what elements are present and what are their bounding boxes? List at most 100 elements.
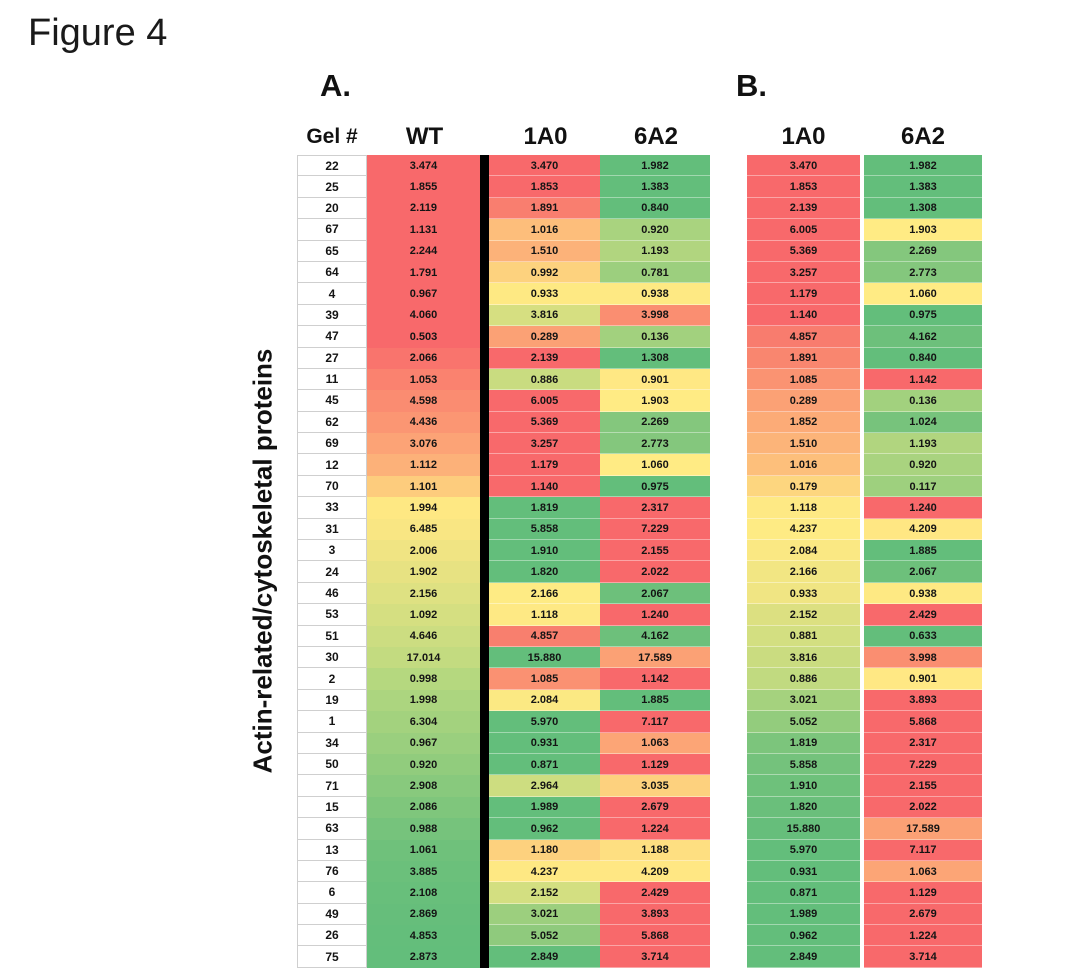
a-6a2-value-cell: 17.589: [600, 646, 710, 669]
b-1a0-value-cell: 1.819: [747, 732, 860, 754]
b-1a0-value-cell: 3.257: [747, 261, 860, 284]
b-1a0-value-cell: 1.820: [747, 796, 860, 819]
gel-number-cell: 2: [297, 668, 367, 690]
b-1a0-value-cell: 1.016: [747, 454, 860, 476]
b-1a0-value-cell: 5.052: [747, 711, 860, 733]
gel-number-cell: 47: [297, 326, 367, 348]
gel-number-cell: 50: [297, 753, 367, 776]
black-divider-cell: [480, 368, 489, 391]
wt-value-cell: 2.108: [367, 882, 480, 904]
a-1a0-value-cell: 1.016: [489, 219, 600, 241]
a-1a0-value-cell: 3.257: [489, 433, 600, 455]
a-6a2-value-cell: 2.317: [600, 497, 710, 519]
b-1a0-value-cell: 1.853: [747, 176, 860, 198]
gel-number-cell: 26: [297, 925, 367, 947]
black-divider-cell: [480, 860, 489, 883]
gel-number-cell: 6: [297, 882, 367, 904]
a-1a0-value-cell: 0.931: [489, 732, 600, 754]
wt-value-cell: 6.485: [367, 518, 480, 541]
b-1a0-value-cell: 2.084: [747, 540, 860, 562]
black-divider-cell: [480, 775, 489, 797]
a-6a2-value-cell: 2.773: [600, 433, 710, 455]
a-6a2-value-cell: 3.035: [600, 775, 710, 797]
b-6a2-value-cell: 1.024: [864, 411, 982, 434]
a-1a0-value-cell: 0.992: [489, 261, 600, 284]
wt-value-cell: 1.902: [367, 561, 480, 583]
a-6a2-value-cell: 2.429: [600, 882, 710, 904]
a-6a2-value-cell: 2.155: [600, 540, 710, 562]
a-6a2-value-cell: 0.975: [600, 475, 710, 498]
gel-number-cell: 27: [297, 347, 367, 369]
wt-value-cell: 1.855: [367, 176, 480, 198]
a-6a2-value-cell: 1.383: [600, 176, 710, 198]
wt-value-cell: 4.646: [367, 625, 480, 647]
b-1a0-value-cell: 1.140: [747, 304, 860, 327]
b-1a0-value-cell: 2.152: [747, 604, 860, 626]
wt-value-cell: 1.092: [367, 604, 480, 626]
wt-value-cell: 1.061: [367, 839, 480, 861]
black-divider-cell: [480, 283, 489, 305]
gel-number-cell: 30: [297, 646, 367, 669]
a-1a0-value-cell: 0.871: [489, 753, 600, 776]
black-divider-cell: [480, 732, 489, 754]
black-divider-cell: [480, 219, 489, 241]
gel-number-cell: 4: [297, 283, 367, 305]
column-header-panel-b-1a0: 1A0: [781, 123, 826, 150]
a-6a2-value-cell: 2.679: [600, 796, 710, 819]
black-divider-cell: [480, 518, 489, 541]
gel-number-cell: 1: [297, 711, 367, 733]
wt-value-cell: 2.006: [367, 540, 480, 562]
a-1a0-value-cell: 1.140: [489, 475, 600, 498]
wt-value-cell: 2.873: [367, 946, 480, 968]
black-divider-cell: [480, 240, 489, 262]
a-6a2-value-cell: 7.229: [600, 518, 710, 541]
a-1a0-value-cell: 1.891: [489, 197, 600, 220]
a-1a0-value-cell: 15.880: [489, 646, 600, 669]
b-1a0-value-cell: 3.470: [747, 155, 860, 177]
wt-value-cell: 4.060: [367, 304, 480, 327]
a-1a0-value-cell: 0.886: [489, 368, 600, 391]
wt-value-cell: 1.053: [367, 368, 480, 391]
column-header-gel: Gel #: [306, 125, 358, 148]
wt-value-cell: 4.853: [367, 925, 480, 947]
a-1a0-value-cell: 1.118: [489, 604, 600, 626]
a-6a2-value-cell: 5.868: [600, 925, 710, 947]
gel-number-cell: 45: [297, 390, 367, 412]
a-1a0-value-cell: 4.237: [489, 860, 600, 883]
a-6a2-value-cell: 2.269: [600, 411, 710, 434]
gel-number-cell: 33: [297, 497, 367, 519]
wt-value-cell: 4.436: [367, 411, 480, 434]
b-6a2-value-cell: 2.317: [864, 732, 982, 754]
b-1a0-value-cell: 5.369: [747, 240, 860, 262]
wt-value-cell: 2.119: [367, 197, 480, 220]
black-divider-cell: [480, 625, 489, 647]
gel-number-cell: 65: [297, 240, 367, 262]
black-divider-cell: [480, 668, 489, 690]
gel-number-cell: 63: [297, 818, 367, 840]
a-6a2-value-cell: 0.781: [600, 261, 710, 284]
black-divider-cell: [480, 197, 489, 220]
gel-number-cell: 12: [297, 454, 367, 476]
black-divider-cell: [480, 646, 489, 669]
b-6a2-value-cell: 3.998: [864, 646, 982, 669]
b-1a0-value-cell: 1.510: [747, 433, 860, 455]
a-1a0-value-cell: 6.005: [489, 390, 600, 412]
wt-value-cell: 3.474: [367, 155, 480, 177]
wt-value-cell: 0.503: [367, 326, 480, 348]
gel-number-cell: 64: [297, 261, 367, 284]
a-6a2-value-cell: 7.117: [600, 711, 710, 733]
a-1a0-value-cell: 1.180: [489, 839, 600, 861]
a-1a0-value-cell: 4.857: [489, 625, 600, 647]
wt-value-cell: 1.101: [367, 475, 480, 498]
black-divider-cell: [480, 903, 489, 926]
black-divider-cell: [480, 347, 489, 369]
a-1a0-value-cell: 1.989: [489, 796, 600, 819]
a-6a2-value-cell: 1.060: [600, 454, 710, 476]
wt-value-cell: 0.988: [367, 818, 480, 840]
b-6a2-value-cell: 2.067: [864, 561, 982, 583]
a-6a2-value-cell: 2.067: [600, 582, 710, 605]
black-divider-cell: [480, 433, 489, 455]
a-1a0-value-cell: 5.052: [489, 925, 600, 947]
wt-value-cell: 0.967: [367, 732, 480, 754]
b-6a2-value-cell: 2.155: [864, 775, 982, 797]
